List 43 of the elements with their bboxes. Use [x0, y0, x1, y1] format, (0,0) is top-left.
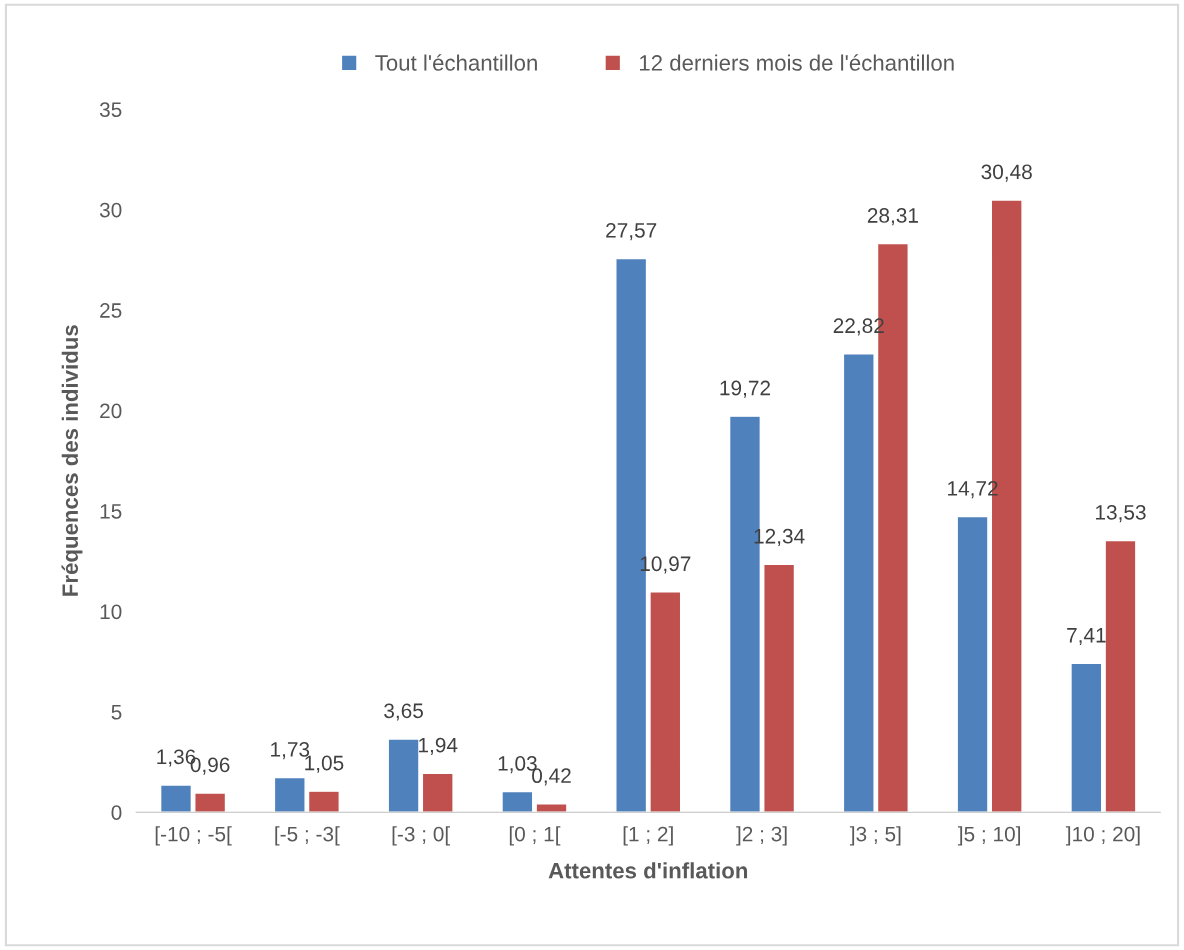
- data-label: 1,94: [419, 737, 458, 755]
- bar: [421, 772, 454, 813]
- y-axis-title: Fréquences des individus: [61, 325, 83, 596]
- x-tick-label: ]3 ; 5]: [849, 826, 901, 846]
- bar: [1070, 662, 1103, 813]
- bar: [194, 792, 227, 813]
- x-tick-label: ]2 ; 3]: [736, 826, 787, 846]
- y-tick-label: 20: [100, 403, 122, 419]
- y-tick-label: 5: [111, 705, 122, 720]
- bar: [307, 790, 340, 813]
- x-tick-label: [1 ; 2]: [623, 826, 673, 846]
- data-label: 27,57: [606, 222, 657, 241]
- y-tick-label: 0: [111, 805, 122, 820]
- x-tick-label: [-5 ; -3[: [275, 826, 340, 846]
- data-label: 19,72: [720, 380, 770, 398]
- bar: [501, 790, 534, 813]
- x-tick-label: [-10 ; -5[: [155, 826, 232, 846]
- data-label: 13,53: [1096, 504, 1146, 523]
- x-axis-title: Attentes d'inflation: [548, 862, 748, 879]
- x-tick-label: ]5 ; 10]: [957, 826, 1020, 846]
- bar: [649, 591, 682, 813]
- data-label: 7,41: [1067, 628, 1106, 646]
- bar: [1104, 539, 1137, 813]
- x-tick-label: [0 ; 1[: [509, 826, 561, 846]
- bar: [273, 776, 306, 813]
- bar: [763, 563, 796, 813]
- data-label: 28,31: [867, 208, 918, 226]
- x-tick-label: [-3 ; 0[: [392, 826, 451, 846]
- data-label: 30,48: [981, 164, 1032, 182]
- y-tick-label: 30: [99, 202, 122, 218]
- y-tick-label: 15: [100, 504, 122, 519]
- data-label: 3,65: [384, 703, 423, 721]
- y-tick-label: 25: [100, 303, 122, 318]
- bar: [842, 353, 875, 813]
- x-tick-label: ]10 ; 20]: [1065, 826, 1140, 846]
- bar: [956, 515, 989, 813]
- bar: [535, 803, 568, 813]
- legend-label: Tout l'échantillon: [375, 54, 537, 71]
- legend-label: 12 derniers mois de l'échantillon: [640, 54, 954, 71]
- bar: [387, 738, 420, 813]
- y-tick-label: 35: [99, 102, 122, 117]
- y-tick-label: 10: [100, 604, 122, 620]
- bar: [159, 784, 193, 813]
